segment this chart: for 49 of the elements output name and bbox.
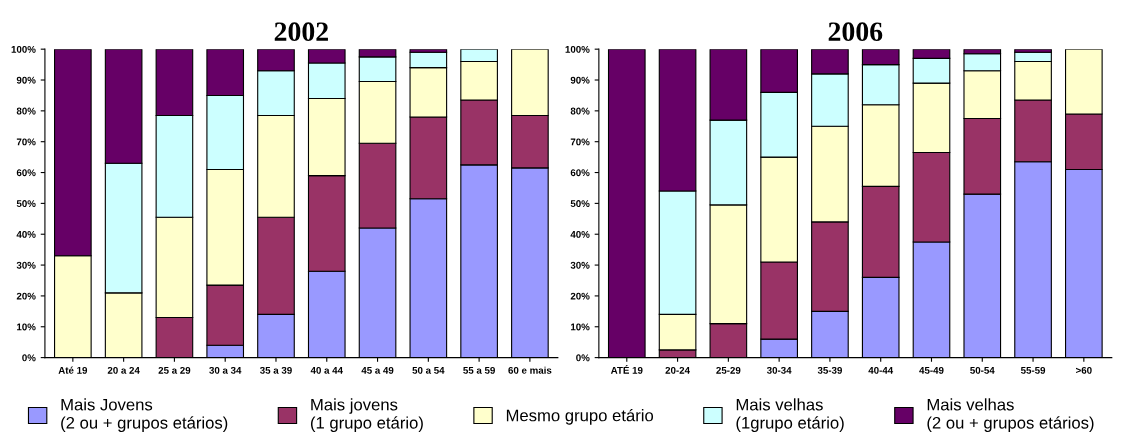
- x-tick-label: 30 a 34: [209, 366, 242, 374]
- y-tick-label: 100%: [565, 45, 590, 53]
- legend-label: Mais velhas (2 ou + grupos etários): [927, 398, 1094, 432]
- chart-title: 2002: [274, 22, 328, 42]
- y-tick-label: 30%: [16, 261, 36, 269]
- y-tick-label: 20%: [16, 292, 36, 300]
- y-tick-label: 40%: [570, 230, 590, 238]
- y-tick-label: 60%: [16, 169, 36, 177]
- x-tick-label: 25 a 29: [158, 366, 191, 374]
- y-tick-label: 100%: [11, 45, 36, 53]
- y-tick-label: 80%: [570, 107, 590, 115]
- y-tick-label: 40%: [16, 230, 36, 238]
- x-tick-label: 20-24: [665, 366, 690, 374]
- y-tick-label: 50%: [570, 200, 590, 207]
- x-tick-label: 45 a 49: [361, 366, 394, 374]
- x-tick-label: 50 a 54: [412, 366, 445, 374]
- x-tick-label: 40-44: [868, 366, 894, 374]
- x-tick-label: 45-49: [919, 366, 944, 374]
- y-tick-label: 10%: [17, 323, 36, 331]
- y-tick-label: 0%: [576, 354, 590, 362]
- y-tick-label: 0%: [22, 354, 36, 362]
- legend-label: Mais velhas (1grupo etário): [736, 398, 844, 432]
- y-tick-label: 80%: [16, 107, 36, 115]
- legend-label: Mais Jovens (2 ou + grupos etários): [61, 398, 228, 432]
- x-tick-label: >60: [1076, 366, 1092, 374]
- x-tick-label: 35 a 39: [259, 366, 292, 374]
- y-tick-label: 90%: [16, 76, 36, 84]
- y-tick-label: 50%: [16, 200, 36, 207]
- y-tick-label: 10%: [570, 323, 590, 331]
- x-tick-label: 30-34: [766, 366, 792, 374]
- y-tick-label: 70%: [16, 138, 36, 146]
- x-tick-label: ATÉ 19: [610, 365, 643, 374]
- y-tick-label: 90%: [570, 76, 590, 84]
- y-tick-label: 20%: [570, 292, 590, 300]
- x-tick-label: Até 19: [58, 366, 88, 374]
- x-tick-label: 55 a 59: [463, 366, 495, 374]
- y-tick-label: 30%: [570, 261, 590, 269]
- legend-label: Mesmo grupo etário: [506, 408, 654, 425]
- x-tick-label: 55-59: [1020, 366, 1046, 374]
- legend-label: Mais jovens (1 grupo etário): [310, 398, 423, 432]
- x-tick-label: 40 a 44: [310, 366, 343, 374]
- y-tick-label: 60%: [570, 169, 590, 177]
- x-tick-label: 60 e mais: [508, 366, 552, 374]
- x-tick-label: 50-54: [970, 366, 995, 374]
- x-tick-label: 20 a 24: [107, 366, 140, 374]
- y-tick-label: 70%: [570, 138, 590, 146]
- x-tick-label: 35-39: [817, 366, 842, 374]
- chart-title: 2006: [828, 22, 883, 42]
- x-tick-label: 25-29: [716, 366, 741, 374]
